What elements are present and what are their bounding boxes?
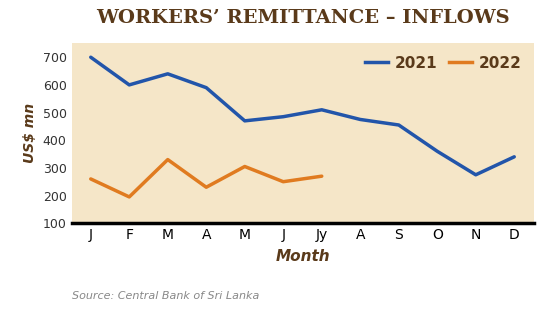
Text: Month: Month xyxy=(275,249,330,264)
Legend: 2021, 2022: 2021, 2022 xyxy=(361,51,526,75)
Y-axis label: US$ mn: US$ mn xyxy=(23,103,37,163)
Text: WORKERS’ REMITTANCE – INFLOWS: WORKERS’ REMITTANCE – INFLOWS xyxy=(96,9,509,27)
Text: Source: Central Bank of Sri Lanka: Source: Central Bank of Sri Lanka xyxy=(72,291,259,301)
